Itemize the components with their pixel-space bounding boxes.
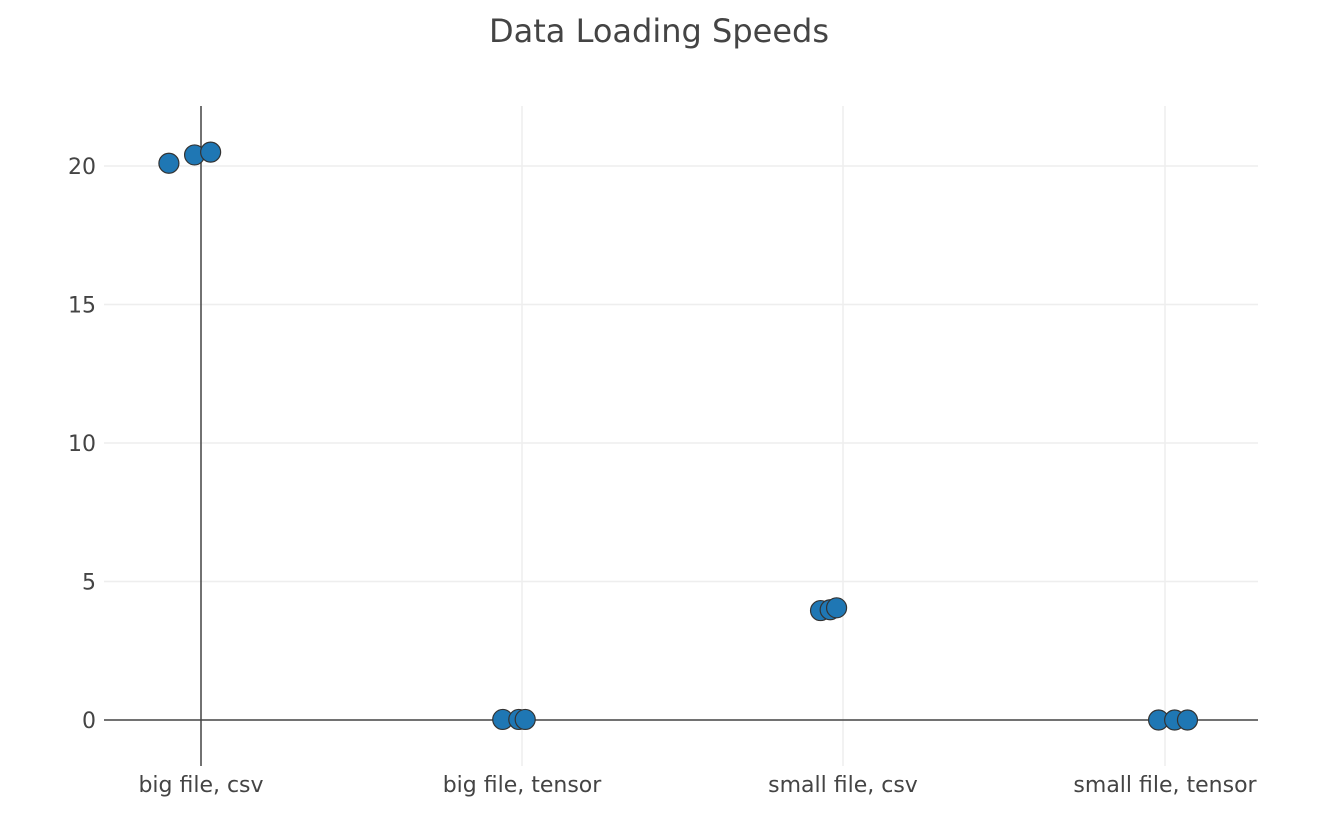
x-tick-label: big file, csv [138,773,263,798]
y-tick-label: 15 [68,294,96,319]
x-tick-label: big file, tensor [443,773,603,798]
y-tick-label: 20 [68,155,96,180]
tick-layer: 0 5 10 15 20 big file, csv big file, tensor sma… [68,155,1258,798]
y-tick-label: 5 [82,571,96,596]
point-layer [158,141,1199,731]
data-point[interactable] [200,141,222,163]
data-point[interactable] [514,708,536,731]
chart-title: Data Loading Speeds [489,12,829,50]
y-tick-label: 0 [82,709,96,734]
x-tick-label: small file, csv [768,773,918,798]
y-tick-label: 10 [68,432,96,457]
data-point[interactable] [825,597,848,619]
data-point[interactable] [1176,709,1199,731]
x-tick-label: small file, tensor [1073,773,1257,798]
data-point[interactable] [158,152,180,174]
axis-layer [104,106,1258,766]
grid-layer [104,106,1258,766]
